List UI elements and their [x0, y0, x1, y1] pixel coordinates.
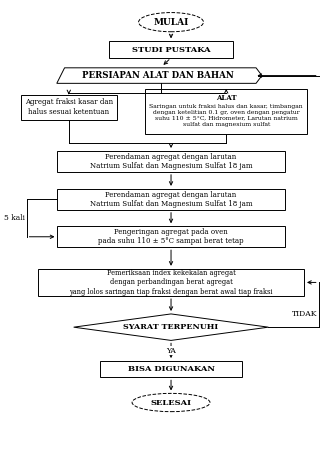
- Text: YA: YA: [166, 347, 176, 354]
- Bar: [109, 41, 233, 58]
- Text: Perendaman agregat dengan larutan
Natrium Sulfat dan Magnesium Sulfat 18 jam: Perendaman agregat dengan larutan Natriu…: [90, 191, 253, 208]
- Bar: [57, 151, 285, 172]
- Text: SELESAI: SELESAI: [151, 398, 191, 407]
- Text: BISA DIGUNAKAN: BISA DIGUNAKAN: [128, 365, 214, 373]
- Text: STUDI PUSTAKA: STUDI PUSTAKA: [132, 45, 210, 54]
- Text: TIDAK: TIDAK: [292, 310, 317, 318]
- Bar: [38, 269, 304, 296]
- Text: Saringan untuk fraksi halus dan kasar, timbangan
dengan ketelitian 0.1 gr, oven : Saringan untuk fraksi halus dan kasar, t…: [149, 104, 303, 126]
- Bar: [145, 89, 307, 135]
- Text: Agregat fraksi kasar dan
halus sesuai ketentuan: Agregat fraksi kasar dan halus sesuai ke…: [25, 98, 113, 116]
- Text: Pengeringan agregat pada oven
pada suhu 110 ± 5°C sampai berat tetap: Pengeringan agregat pada oven pada suhu …: [98, 228, 244, 245]
- Bar: [100, 361, 242, 377]
- Text: 5 kali: 5 kali: [4, 214, 25, 222]
- Text: ALAT: ALAT: [216, 94, 236, 102]
- Text: MULAI: MULAI: [153, 18, 189, 27]
- Text: Pemeriksaan index kekekalan agregat
dengan perbandingan berat agregat
yang lolos: Pemeriksaan index kekekalan agregat deng…: [69, 269, 273, 295]
- Text: Perendaman agregat dengan larutan
Natrium Sulfat dan Magnesium Sulfat 18 jam: Perendaman agregat dengan larutan Natriu…: [90, 153, 253, 170]
- Bar: [57, 226, 285, 247]
- Bar: [57, 189, 285, 210]
- Text: PERSIAPAN ALAT DAN BAHAN: PERSIAPAN ALAT DAN BAHAN: [82, 71, 234, 80]
- Bar: [21, 94, 117, 120]
- Text: SYARAT TERPENUHI: SYARAT TERPENUHI: [124, 323, 218, 331]
